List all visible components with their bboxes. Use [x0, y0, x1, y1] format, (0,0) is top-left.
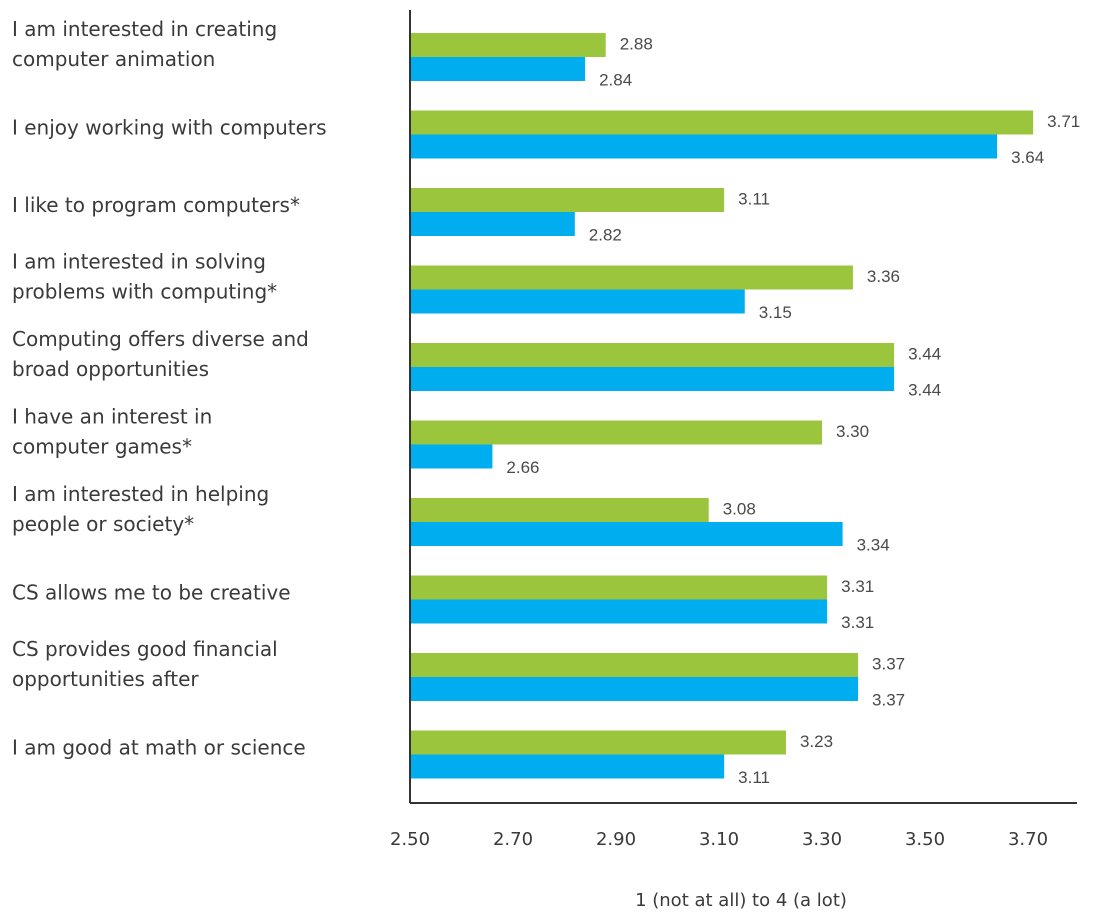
bar-green-6 — [410, 498, 709, 522]
value-label-green-6: 3.08 — [723, 499, 756, 518]
value-label-green-4: 3.44 — [908, 344, 941, 363]
category-label-line: I am interested in creating — [12, 17, 277, 41]
category-label-8: CS provides good financial opportunities … — [12, 637, 278, 691]
value-label-blue-7: 3.31 — [841, 613, 874, 632]
bar-green-0 — [410, 33, 606, 57]
value-label-blue-4: 3.44 — [908, 380, 941, 399]
category-label-0: I am interested in creating computer anim… — [12, 17, 277, 71]
bar-blue-7 — [410, 599, 828, 624]
bar-blue-2 — [410, 212, 575, 236]
x-tick-labels: 2.50 2.70 2.90 3.10 3.30 3.50 3.70 — [390, 829, 1048, 850]
value-labels: 2.88 2.84 3.713.64 3.11 2.82 3.36 3.15 3.44 3.44… — [506, 34, 1080, 787]
category-label-5: I have an interest in computer games* — [12, 405, 212, 459]
value-label-blue-1: 3.64 — [1011, 148, 1044, 167]
category-label-line: computer games* — [12, 435, 192, 459]
bar-green-7 — [410, 575, 828, 600]
category-label-2: I like to program computers* — [12, 193, 300, 217]
value-label-green-8: 3.37 — [872, 654, 905, 673]
bar-green-3 — [410, 265, 853, 290]
category-label-line: people or society* — [12, 512, 194, 536]
bar-blue-1 — [410, 134, 998, 159]
value-label-blue-5: 2.66 — [506, 458, 539, 477]
category-label-3: I am interested in solving problems with … — [12, 250, 277, 304]
value-label-green-5: 3.30 — [836, 422, 869, 441]
value-label-green-7: 3.31 — [841, 577, 874, 596]
bar-blue-4 — [410, 367, 895, 391]
value-label-green-3: 3.36 — [867, 267, 900, 286]
category-label-line: computer animation — [12, 47, 215, 71]
bar-green-9 — [410, 730, 786, 755]
bar-blue-9 — [410, 754, 725, 779]
value-label-blue-2: 2.82 — [589, 225, 622, 244]
x-tick-label: 3.10 — [699, 829, 739, 850]
category-label-1: I enjoy working with computers — [12, 116, 327, 140]
category-labels: I am interested in creating computer anim… — [12, 17, 327, 760]
category-label-line: Computing offers diverse and — [12, 327, 309, 351]
category-label-line: I am good at math or science — [12, 736, 306, 760]
category-label-7: CS allows me to be creative — [12, 581, 291, 605]
category-label-line: CS provides good financial — [12, 637, 278, 661]
value-label-blue-6: 3.34 — [857, 535, 890, 554]
bar-blue-6 — [410, 522, 843, 546]
x-tick-label: 3.70 — [1008, 829, 1048, 850]
x-tick-label: 3.30 — [802, 829, 842, 850]
x-tick-label: 3.50 — [905, 829, 945, 850]
bar-blue-5 — [410, 444, 493, 469]
value-label-blue-3: 3.15 — [759, 303, 792, 322]
value-label-blue-9: 3.11 — [738, 768, 770, 787]
category-label-line: broad opportunities — [12, 357, 209, 381]
bar-green-2 — [410, 188, 725, 212]
bars-group — [410, 33, 1034, 779]
category-label-4: Computing offers diverse and broad opport… — [12, 327, 309, 381]
category-label-line: opportunities after — [12, 667, 199, 691]
bar-green-4 — [410, 343, 895, 367]
category-label-line: I am interested in solving — [12, 250, 266, 274]
category-label-line: I have an interest in — [12, 405, 212, 429]
bar-blue-8 — [410, 677, 859, 701]
bar-blue-3 — [410, 289, 745, 314]
x-tick-label: 2.90 — [596, 829, 636, 850]
x-axis-label: 1 (not at all) to 4 (a lot) — [635, 890, 847, 911]
bar-green-8 — [410, 653, 859, 677]
bar-blue-0 — [410, 57, 586, 81]
value-label-green-0: 2.88 — [620, 34, 653, 53]
value-label-green-2: 3.11 — [738, 189, 770, 208]
x-tick-label: 2.70 — [493, 829, 533, 850]
value-label-green-9: 3.23 — [800, 732, 833, 751]
value-label-blue-0: 2.84 — [599, 70, 632, 89]
category-label-line: problems with computing* — [12, 280, 277, 304]
category-label-line: I enjoy working with computers — [12, 116, 327, 140]
bar-green-1 — [410, 110, 1034, 135]
category-label-line: I like to program computers* — [12, 193, 300, 217]
category-label-line: I am interested in helping — [12, 482, 269, 506]
category-label-line: CS allows me to be creative — [12, 581, 291, 605]
x-tick-label: 2.50 — [390, 829, 430, 850]
category-label-6: I am interested in helping people or soci… — [12, 482, 269, 536]
value-label-green-1: 3.71 — [1047, 112, 1080, 131]
category-label-9: I am good at math or science — [12, 736, 306, 760]
value-label-blue-8: 3.37 — [872, 690, 905, 709]
bar-green-5 — [410, 420, 822, 445]
